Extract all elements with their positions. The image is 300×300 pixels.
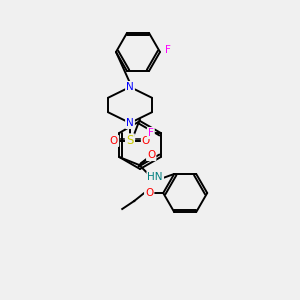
Text: F: F [165,45,171,55]
Text: N: N [126,82,134,92]
Text: HN: HN [148,172,163,182]
Text: N: N [126,118,134,128]
Text: O: O [145,188,153,198]
Text: S: S [126,134,134,148]
Text: O: O [147,150,155,160]
Text: O: O [110,136,118,146]
Text: F: F [148,128,154,138]
Text: O: O [142,136,150,146]
